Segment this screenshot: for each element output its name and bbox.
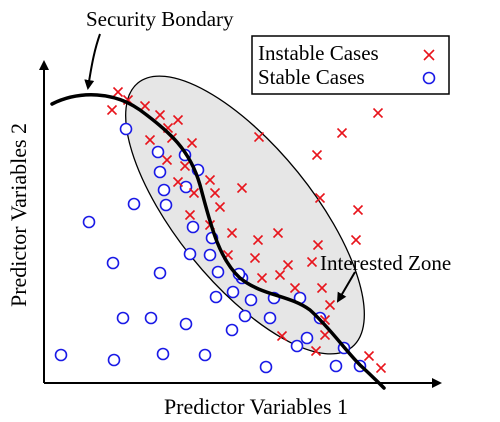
instable-case-marker (363, 350, 375, 362)
instable-case-marker (236, 182, 248, 194)
instable-case-marker (161, 154, 173, 166)
stable-case-marker (263, 311, 277, 325)
instable-case-marker (214, 201, 226, 213)
stable-case-marker (259, 360, 273, 374)
stable-case-marker (157, 183, 171, 197)
instable-case-marker (310, 345, 322, 357)
stable-case-marker (153, 165, 167, 179)
legend-instable-label: Instable Cases (258, 41, 379, 65)
stable-case-marker (226, 285, 240, 299)
instable-case-marker (372, 107, 384, 119)
instable-case-marker (256, 272, 268, 284)
zone-callout-arrow (336, 271, 356, 303)
stable-case-marker (54, 348, 68, 362)
instable-case-marker (139, 100, 151, 112)
instable-case-marker (314, 192, 326, 204)
stable-case-marker (107, 353, 121, 367)
stable-case-marker (244, 293, 258, 307)
stable-case-marker (82, 215, 96, 229)
instable-case-marker (319, 329, 331, 341)
stable-case-marker (198, 348, 212, 362)
instable-case-marker (144, 134, 156, 146)
instable-case-marker (289, 282, 301, 294)
stable-case-marker (153, 266, 167, 280)
instable-case-marker (253, 131, 265, 143)
instable-case-marker (324, 299, 336, 311)
stable-case-marker (127, 197, 141, 211)
instable-case-marker (274, 269, 286, 281)
instable-case-marker (172, 114, 184, 126)
stable-case-marker (186, 220, 200, 234)
stable-case-marker (290, 339, 304, 353)
legend-stable-label: Stable Cases (258, 65, 365, 89)
instable-case-marker (249, 252, 261, 264)
instable-case-marker (188, 187, 200, 199)
zone-label: Interested Zone (320, 251, 451, 275)
stable-case-marker (156, 347, 170, 361)
instable-case-marker (282, 259, 294, 271)
stable-case-marker (179, 317, 193, 331)
legend-instable-marker (423, 49, 435, 61)
y-axis-label: Predictor Variables 2 (6, 123, 31, 307)
x-axis-label: Predictor Variables 1 (164, 394, 348, 419)
instable-case-marker (316, 282, 328, 294)
instable-case-marker (252, 234, 264, 246)
stable-case-marker (209, 290, 223, 304)
instable-case-marker (336, 127, 348, 139)
stable-case-marker (106, 256, 120, 270)
instable-case-marker (352, 204, 364, 216)
stable-case-marker (119, 122, 133, 136)
instable-case-marker (306, 256, 318, 268)
instable-case-marker (350, 234, 362, 246)
stable-case-marker (300, 331, 314, 345)
axes (39, 60, 442, 388)
instable-case-marker (184, 209, 196, 221)
stable-case-marker (151, 145, 165, 159)
legend: Instable Cases Stable Cases (251, 35, 450, 95)
instable-case-marker (204, 174, 216, 186)
stable-case-marker (238, 309, 252, 323)
instable-case-marker (226, 227, 238, 239)
legend-stable-marker (422, 71, 436, 85)
stable-case-marker (144, 311, 158, 325)
stable-case-marker (329, 359, 343, 373)
stable-case-marker (183, 247, 197, 261)
instable-case-marker (112, 86, 124, 98)
stable-case-marker (179, 180, 193, 194)
instable-case-marker (186, 137, 198, 149)
stable-case-marker (225, 323, 239, 337)
instable-case-marker (272, 227, 284, 239)
boundary-label: Security Bondary (86, 7, 234, 31)
instable-case-marker (172, 176, 184, 188)
instable-case-marker (375, 362, 387, 374)
instable-case-marker (154, 109, 166, 121)
instable-case-marker (179, 160, 191, 172)
stable-case-marker (203, 248, 217, 262)
stable-case-marker (116, 311, 130, 325)
security-boundary-curve (50, 93, 386, 390)
stable-points (54, 122, 367, 374)
instable-case-marker (106, 104, 118, 116)
legend-box (251, 35, 450, 95)
instable-case-marker (276, 330, 288, 342)
instable-case-marker (311, 149, 323, 161)
stable-case-marker (159, 198, 173, 212)
instable-case-marker (312, 239, 324, 251)
instable-case-marker (209, 187, 221, 199)
boundary-callout-arrow (84, 33, 101, 90)
stable-case-marker (211, 265, 225, 279)
